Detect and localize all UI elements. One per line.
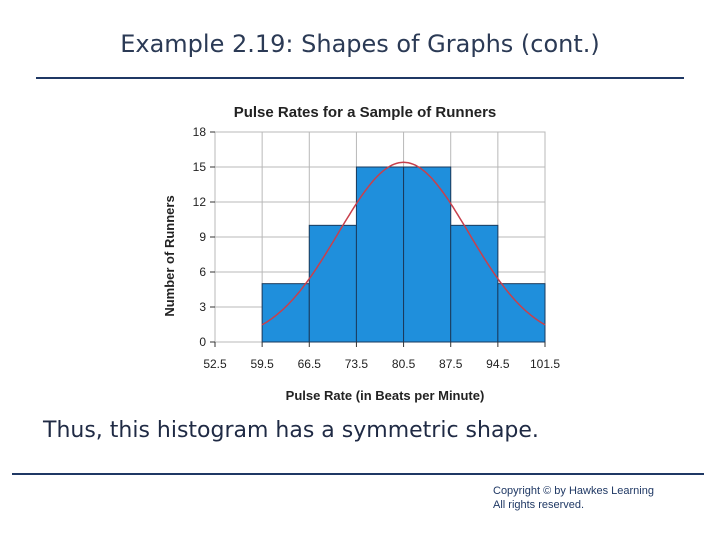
x-tick-label: 80.5 [392, 357, 416, 371]
y-tick-label: 0 [199, 335, 206, 349]
x-tick-label: 59.5 [250, 357, 274, 371]
copyright-notice: Copyright © by Hawkes Learning All right… [493, 484, 654, 512]
chart-title: Pulse Rates for a Sample of Runners [234, 104, 497, 121]
histogram-chart: Pulse Rates for a Sample of Runners 0 3 6 9… [162, 104, 560, 403]
histogram-bar [403, 166, 452, 343]
y-tick-label: 15 [193, 160, 207, 174]
y-tick-label: 6 [199, 265, 206, 279]
copyright-line-2: All rights reserved. [493, 499, 585, 511]
x-tick-label: 101.5 [530, 357, 560, 371]
y-tick-label: 18 [193, 125, 207, 139]
histogram-bar [450, 224, 499, 343]
x-tick-label: 73.5 [345, 357, 369, 371]
y-tick-label: 9 [199, 230, 206, 244]
x-axis-label: Pulse Rate (in Beats per Minute) [286, 388, 485, 403]
x-tick-label: 94.5 [486, 357, 510, 371]
histogram-bar [261, 283, 310, 343]
copyright-line-1: Copyright © by Hawkes Learning [493, 485, 654, 497]
histogram-bar [497, 283, 546, 343]
slide-title: Example 2.19: Shapes of Graphs (cont.) [120, 30, 600, 58]
y-axis-label: Number of Runners [162, 195, 177, 316]
footer-divider [12, 473, 704, 475]
x-tick-label: 52.5 [203, 357, 227, 371]
x-tick-label: 87.5 [439, 357, 463, 371]
y-tick-label: 3 [199, 300, 206, 314]
histogram-bar [355, 166, 405, 343]
caption-text: Thus, this histogram has a symmetric sha… [43, 418, 539, 443]
histogram-bar [308, 224, 357, 343]
y-tick-label: 12 [193, 195, 207, 209]
title-divider [36, 77, 684, 79]
normal-curve [261, 161, 546, 326]
x-tick-label: 66.5 [298, 357, 322, 371]
